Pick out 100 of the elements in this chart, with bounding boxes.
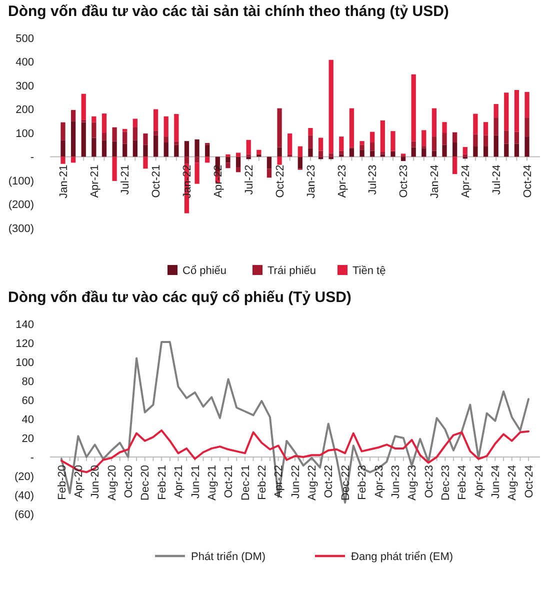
y-tick-label: 120 [16, 338, 34, 350]
bar [174, 114, 179, 142]
x-tick-label: Jun-23 [390, 465, 402, 499]
chart-title: Dòng vốn đầu tư vào các quỹ cổ phiếu (Tỷ USD) [8, 289, 352, 306]
x-tick-label: Dec-23 [440, 465, 452, 500]
y-tick-label: - [30, 452, 34, 464]
bar [370, 132, 375, 142]
legend-label: Phát triển (DM) [191, 550, 266, 563]
bar [266, 168, 272, 178]
bar [143, 144, 148, 157]
bar [514, 144, 520, 157]
y-tick-label: (200) [8, 199, 34, 212]
bar [524, 118, 530, 137]
x-tick-label: Oct-22 [274, 164, 286, 198]
bar [112, 156, 117, 181]
bar [504, 144, 509, 157]
y-tick-label: (100) [8, 175, 34, 188]
y-tick-label: 300 [16, 80, 34, 92]
legend-label: Đang phát triển (EM) [351, 550, 454, 563]
x-tick-label: Apr-22 [273, 465, 286, 498]
bar [102, 140, 107, 157]
bar [184, 156, 190, 164]
bar [349, 148, 354, 157]
bar [494, 135, 498, 157]
bar [349, 108, 354, 148]
bar [473, 146, 478, 157]
bar [308, 148, 313, 157]
legend-label: Trái phiếu [268, 264, 316, 277]
bar [411, 141, 416, 148]
y-tick-label: 80 [22, 376, 34, 388]
bar [380, 154, 385, 157]
x-tick-label: Aug-24 [506, 465, 519, 500]
bar [390, 152, 396, 157]
x-tick-label: Oct-22 [323, 465, 336, 498]
bar [328, 60, 334, 154]
bar [432, 136, 437, 151]
bar [70, 110, 76, 122]
bar [60, 122, 66, 140]
bar [164, 136, 168, 142]
bar [504, 92, 509, 131]
x-tick-label: Jun-21 [190, 465, 202, 499]
bar [473, 134, 478, 146]
bar [132, 140, 138, 157]
bar [318, 138, 324, 151]
bar [360, 150, 364, 157]
bar [473, 114, 478, 134]
y-tick-label: 200 [16, 104, 34, 116]
bar [288, 154, 292, 157]
x-tick-label: Feb-21 [156, 465, 168, 500]
bar [308, 135, 313, 148]
bar [112, 127, 117, 142]
x-tick-label: Dec-21 [240, 465, 252, 500]
bar [122, 144, 128, 157]
bar [70, 121, 76, 157]
x-tick-label: Oct-23 [423, 465, 436, 498]
bar [422, 130, 426, 146]
x-tick-label: Aug-22 [306, 465, 319, 500]
x-tick-label: Aug-23 [406, 465, 419, 500]
bar [432, 108, 437, 137]
bar [226, 162, 230, 168]
bar [102, 133, 107, 140]
bar [112, 141, 117, 157]
y-tick-label: 500 [16, 32, 34, 45]
y-tick-label: 40 [22, 414, 34, 426]
x-tick-label: Apr-21 [173, 465, 186, 498]
bar [442, 122, 447, 133]
bar [102, 114, 107, 133]
bar [122, 128, 128, 132]
bar [452, 132, 458, 142]
bar [339, 150, 344, 154]
y-tick-label: (40) [14, 490, 34, 502]
bar [194, 162, 200, 184]
bar [288, 133, 292, 154]
bar [266, 156, 272, 169]
bar [236, 156, 241, 168]
bar [92, 116, 96, 122]
bar [277, 147, 282, 157]
bar [164, 142, 168, 157]
y-tick-label: - [30, 152, 34, 164]
x-tick-label: Oct-21 [223, 465, 236, 498]
bar [277, 156, 282, 165]
bar [462, 154, 468, 157]
y-tick-label: 100 [16, 128, 34, 140]
x-tick-label: Jul-23 [367, 164, 380, 195]
y-tick-label: 60 [22, 394, 34, 407]
bar [132, 127, 138, 140]
bar [174, 141, 179, 145]
bar [277, 108, 282, 148]
bar [132, 118, 138, 128]
bar [256, 154, 262, 157]
bar [81, 122, 86, 157]
x-tick-label: Jul-22 [243, 164, 256, 195]
x-tick-label: Apr-22 [212, 164, 225, 198]
x-tick-label: Oct-23 [398, 164, 410, 198]
bar [360, 141, 364, 145]
bar [360, 144, 364, 150]
x-tick-label: Dec-20 [140, 465, 152, 500]
bar [442, 144, 447, 157]
bar [524, 136, 530, 157]
x-tick-label: Oct-21 [150, 164, 163, 198]
